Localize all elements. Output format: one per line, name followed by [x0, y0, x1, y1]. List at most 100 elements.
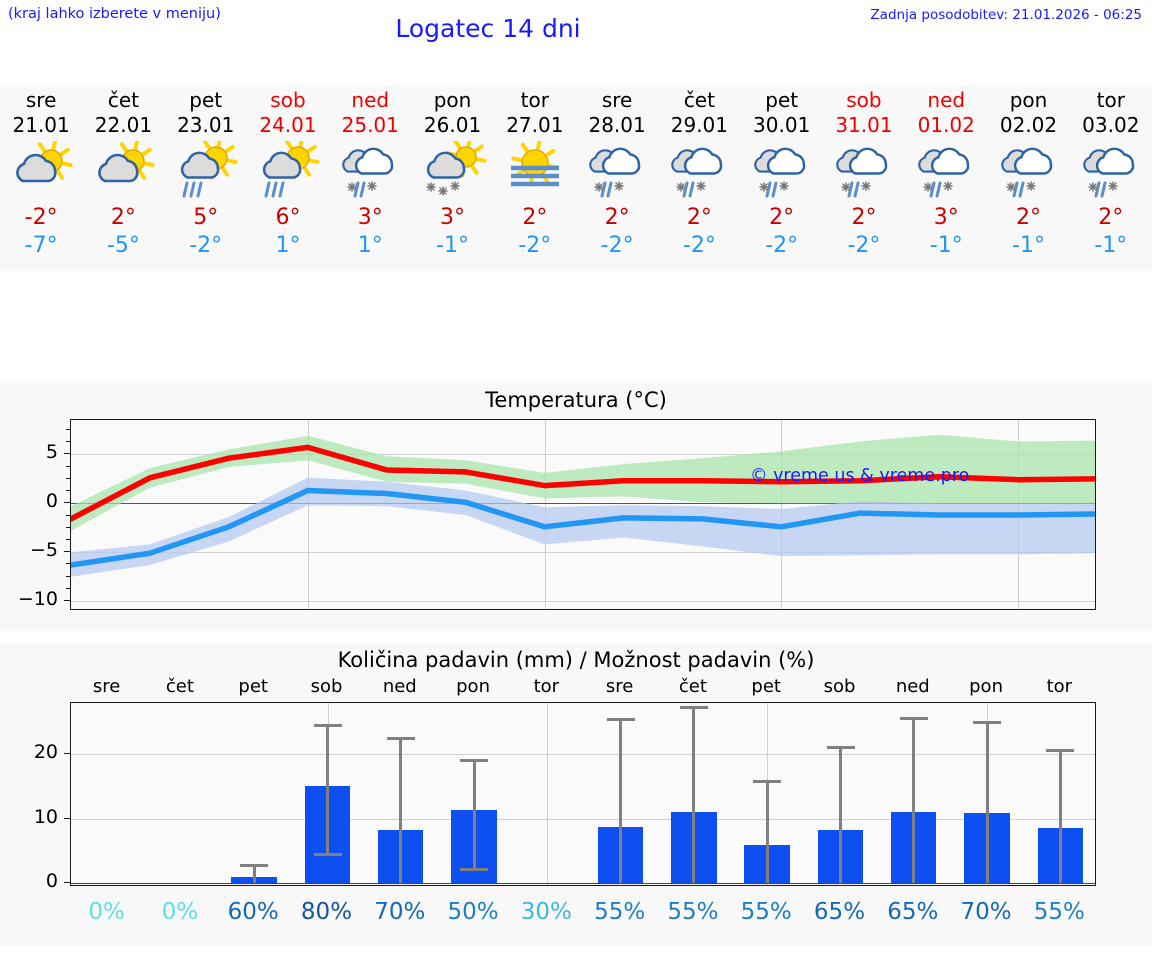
- temperature-y-minor-tick: [66, 441, 70, 443]
- precipitation-probability-label: 55%: [667, 899, 719, 925]
- precipitation-error-bar: [912, 716, 916, 884]
- cloud-rain-snow-icon: [992, 140, 1066, 202]
- temperature-gridline-horizontal: [71, 601, 1095, 603]
- precipitation-error-bar: [839, 746, 842, 884]
- precipitation-error-cap-top: [899, 716, 928, 720]
- day-forecast-column[interactable]: pon 02.02 2° -1°: [987, 85, 1069, 271]
- day-of-week-label: čet: [683, 88, 715, 112]
- day-max-temperature: 2°: [1016, 205, 1042, 230]
- temperature-y-minor-tick: [66, 490, 70, 491]
- day-forecast-column[interactable]: sob 31.01 2° -2°: [823, 85, 905, 271]
- precipitation-error-bar: [692, 706, 696, 884]
- precipitation-day-label: pon: [969, 676, 1003, 697]
- precipitation-error-bar: [1058, 749, 1062, 884]
- day-of-week-label: sob: [846, 88, 882, 112]
- temperature-y-minor-tick: [66, 428, 70, 430]
- cloud-rain-snow-icon: [745, 140, 819, 202]
- partly-cloudy-icon: [4, 140, 78, 202]
- last-updated-label: Zadnja posodobitev: 21.01.2026 - 06:25: [870, 7, 1142, 23]
- day-date-label: 02.02: [999, 113, 1058, 137]
- temperature-y-minor-tick: [66, 551, 70, 553]
- cloud-rain-snow-icon: [333, 140, 407, 202]
- precipitation-probability-label: 55%: [594, 899, 646, 925]
- day-min-temperature: -1°: [929, 233, 963, 258]
- temperature-y-minor-tick: [66, 575, 70, 577]
- precipitation-gridline-horizontal: [71, 818, 1095, 820]
- day-forecast-column[interactable]: pet 30.01 2° -2°: [741, 85, 823, 271]
- day-max-temperature: 2°: [851, 205, 877, 230]
- day-forecast-column[interactable]: pet 23.01 5° -2°: [165, 85, 247, 271]
- sun-cloud-snow-icon: [416, 140, 490, 202]
- cloud-rain-snow-icon: [827, 140, 901, 202]
- precipitation-y-tick-label: 20: [33, 741, 58, 764]
- precipitation-day-label: pon: [456, 676, 490, 697]
- precipitation-error-bar: [252, 863, 256, 884]
- day-forecast-column[interactable]: sre 21.01 -2° -7°: [0, 85, 82, 271]
- day-date-label: 27.01: [506, 113, 564, 137]
- temperature-chart-title: Temperatura (°C): [485, 388, 667, 412]
- precipitation-error-bar: [399, 737, 403, 884]
- day-date-label: 25.01: [341, 113, 399, 137]
- day-forecast-column[interactable]: pon 26.01 3° -1°: [411, 85, 493, 271]
- sun-cloud-rain-icon: [251, 140, 325, 202]
- day-date-label: 22.01: [94, 113, 153, 137]
- precipitation-day-label: ned: [382, 676, 417, 697]
- copyright-watermark: © vreme.us & vreme.pro: [750, 466, 970, 486]
- day-forecast-column[interactable]: tor 27.01 2° -2°: [494, 85, 576, 271]
- temperature-y-tick-label: −5: [29, 539, 58, 562]
- precipitation-error-cap-top: [753, 780, 782, 784]
- temperature-y-tick-label: −10: [17, 588, 58, 611]
- precipitation-probability-label: 65%: [887, 899, 939, 925]
- day-of-week-label: ned: [927, 88, 966, 112]
- precipitation-error-bar: [985, 721, 989, 884]
- precipitation-error-bar: [326, 724, 329, 853]
- location-menu-note[interactable]: (kraj lahko izberete v meniju): [8, 6, 221, 22]
- day-forecast-column[interactable]: čet 22.01 2° -5°: [82, 85, 164, 271]
- temperature-y-minor-tick: [66, 477, 70, 479]
- precipitation-probability-label: 65%: [813, 899, 866, 925]
- temperature-gridline-horizontal: [71, 552, 1095, 554]
- day-forecast-column[interactable]: tor 03.02 2° -1°: [1070, 85, 1152, 271]
- day-min-temperature: -2°: [682, 233, 716, 258]
- day-max-temperature: 2°: [769, 205, 795, 230]
- day-min-temperature: -2°: [518, 233, 552, 258]
- day-forecast-column[interactable]: ned 25.01 3° 1°: [329, 85, 411, 271]
- day-of-week-label: sre: [601, 88, 633, 112]
- temperature-gridline-horizontal: [71, 454, 1095, 456]
- precipitation-chart-title: Količina padavin (mm) / Možnost padavin …: [337, 648, 815, 672]
- day-max-temperature: 5°: [193, 205, 219, 230]
- day-min-temperature: -2°: [600, 233, 634, 258]
- day-max-temperature: 2°: [1098, 205, 1124, 230]
- precipitation-gridline-horizontal: [71, 754, 1095, 756]
- day-forecast-column[interactable]: čet 29.01 2° -2°: [658, 85, 740, 271]
- day-forecast-column[interactable]: sob 24.01 6° 1°: [247, 85, 329, 271]
- day-max-temperature: 2°: [604, 205, 630, 230]
- precipitation-probability-label: 30%: [520, 899, 572, 925]
- precipitation-error-cap-top: [973, 721, 1002, 724]
- day-of-week-label: pon: [1009, 88, 1048, 112]
- cloud-rain-snow-icon: [580, 140, 654, 202]
- day-of-week-label: pet: [765, 88, 799, 112]
- temperature-y-tick-label: 5: [45, 441, 58, 464]
- day-max-temperature: 3°: [440, 205, 466, 230]
- day-of-week-label: sob: [270, 88, 306, 112]
- day-min-temperature: -7°: [24, 233, 58, 258]
- precipitation-error-bar: [765, 780, 769, 884]
- day-min-temperature: -5°: [106, 233, 140, 258]
- day-forecast-column[interactable]: sre 28.01 2° -2°: [576, 85, 658, 271]
- precipitation-day-label: pet: [751, 676, 781, 697]
- temperature-y-minor-tick: [66, 514, 70, 516]
- day-of-week-label: tor: [520, 88, 549, 112]
- day-date-label: 30.01: [753, 113, 811, 137]
- day-date-label: 24.01: [259, 113, 317, 137]
- precipitation-error-bar: [472, 758, 476, 869]
- precipitation-y-tick-mark: [64, 882, 70, 884]
- precipitation-probability-label: 70%: [960, 899, 1012, 925]
- precipitation-probability-label: 0%: [88, 899, 125, 925]
- day-of-week-label: sre: [25, 88, 57, 112]
- precipitation-probability-label: 60%: [227, 899, 279, 925]
- precipitation-day-label: tor: [533, 676, 560, 697]
- temperature-chart-plot: [70, 419, 1096, 610]
- day-forecast-column[interactable]: ned 01.02 3° -1°: [905, 85, 987, 271]
- precipitation-day-label: ned: [895, 676, 930, 697]
